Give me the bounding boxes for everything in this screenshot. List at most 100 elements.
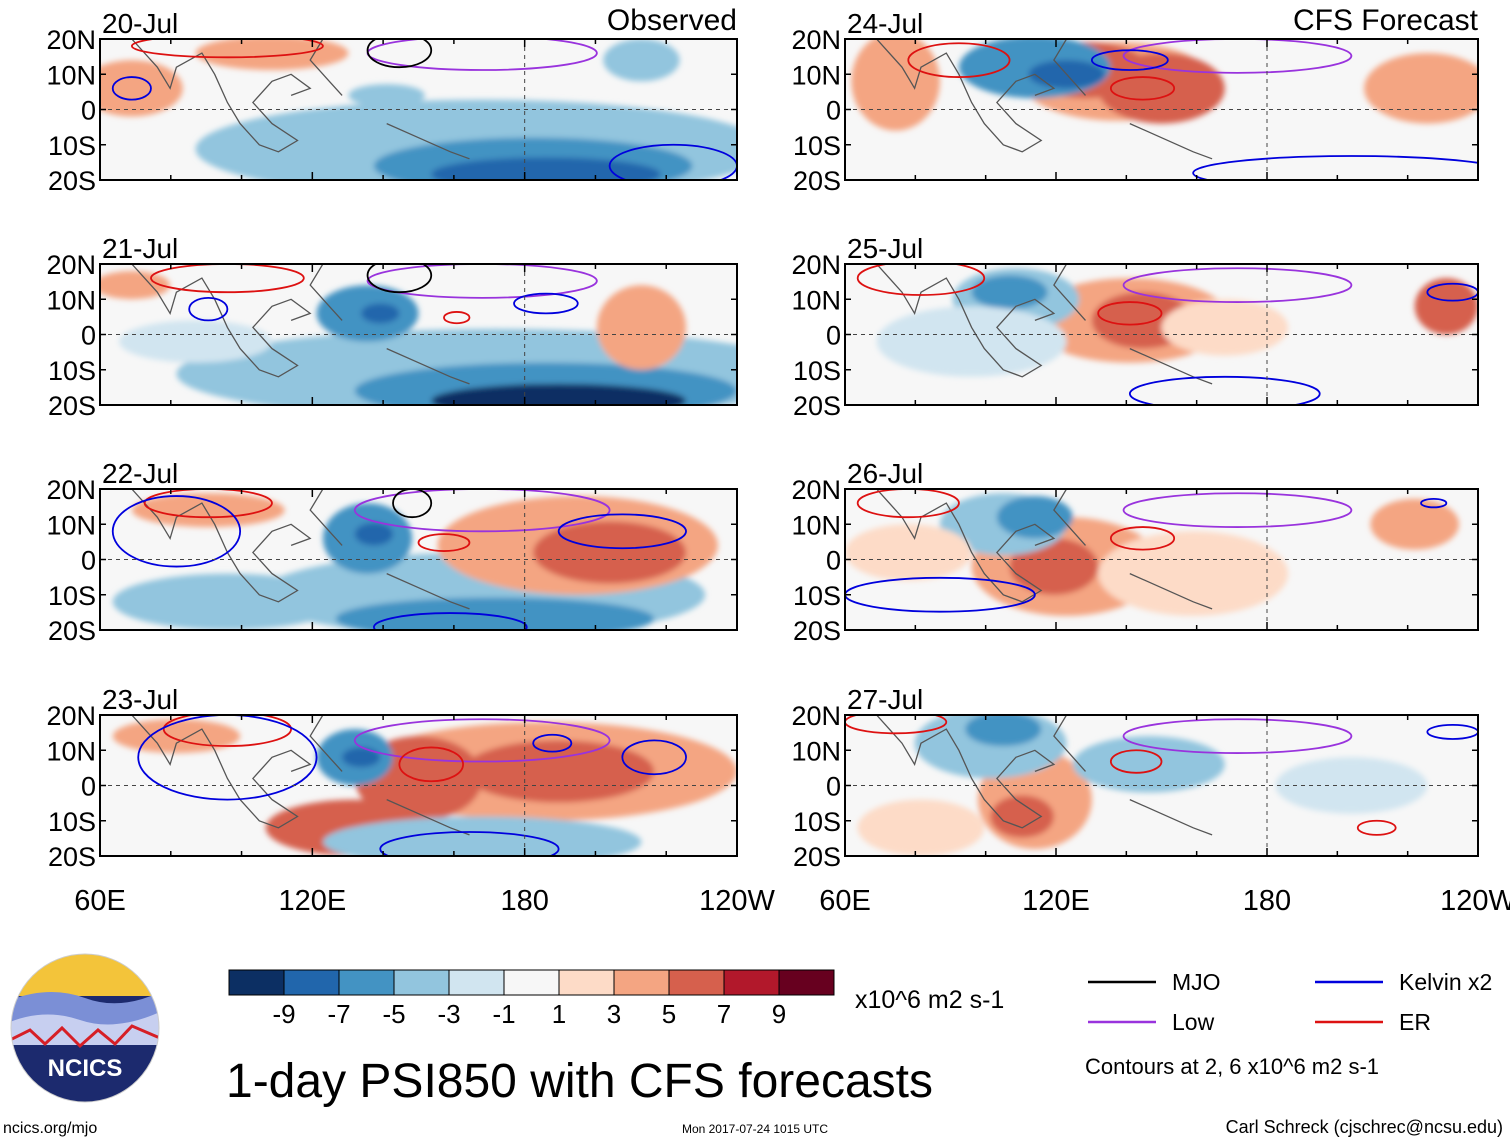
coastline: [131, 39, 312, 153]
lon-label: 120W: [1440, 885, 1510, 917]
colorbar-tick-label: -3: [437, 999, 460, 1029]
legend-label: MJO: [1172, 969, 1221, 995]
lon-label: 60E: [819, 885, 871, 917]
contour-mjo: [366, 39, 433, 69]
colorbar-tick-label: 3: [607, 999, 621, 1029]
anomaly-patch: [996, 496, 1073, 539]
lat-label: 10N: [791, 285, 841, 315]
colorbar-swatch: [448, 969, 505, 996]
lat-label: 10S: [48, 807, 96, 837]
lon-label: 120E: [1022, 885, 1090, 917]
anomaly-patch: [845, 524, 972, 581]
anomaly-patch: [1098, 531, 1289, 616]
coastline: [876, 489, 1056, 603]
contour-er: [1097, 301, 1163, 326]
contour-low: [353, 718, 611, 763]
panel-date: 21-Jul: [102, 233, 178, 264]
anomaly-patch: [361, 303, 400, 324]
coastline: [1053, 489, 1086, 546]
lat-label: 20S: [793, 842, 841, 872]
lat-label: 0: [826, 772, 841, 802]
anomaly-patch: [348, 84, 425, 107]
anomaly-patch: [112, 573, 343, 630]
contour-kelvin: [379, 831, 560, 856]
contour-low: [1122, 39, 1353, 74]
lon-label: 60E: [74, 885, 126, 917]
anomaly-patch: [1072, 736, 1225, 793]
colorbar-swatch: [778, 969, 835, 996]
lat-label: 10N: [46, 285, 96, 315]
lat-label: 10S: [48, 356, 96, 386]
coastline: [876, 39, 1056, 153]
anomaly-patch: [857, 799, 985, 856]
anomaly-patch: [876, 306, 1067, 377]
contour-er: [143, 489, 273, 519]
colorbar-tick-label: -7: [327, 999, 350, 1029]
lat-label: 20S: [793, 391, 841, 421]
coastline: [386, 348, 470, 385]
cfs-forecast-label: CFS Forecast: [1293, 4, 1479, 37]
anomaly-patch: [112, 719, 241, 754]
colorbar-tick-label: -9: [272, 999, 295, 1029]
contour-er: [845, 715, 948, 735]
panel-date: 26-Jul: [847, 458, 923, 489]
contour-kelvin: [1090, 49, 1169, 71]
lat-label: 0: [826, 546, 841, 576]
legend: MJO Kelvin x2 Low ER: [1088, 969, 1492, 1035]
lon-label: 180: [1243, 885, 1291, 917]
lat-label: 10S: [793, 807, 841, 837]
anomaly-patch: [100, 271, 171, 300]
lat-label: 0: [81, 546, 96, 576]
lat-label: 0: [81, 772, 96, 802]
anomaly-patch: [335, 597, 655, 630]
lat-label: 10N: [46, 736, 96, 766]
lat-label: 10N: [791, 60, 841, 90]
anomaly-patch: [463, 740, 655, 803]
coastline: [876, 264, 1056, 378]
contour-low: [1122, 492, 1353, 528]
lat-label: 20N: [46, 701, 96, 731]
contour-er: [1109, 76, 1176, 101]
lat-label: 10S: [48, 581, 96, 611]
coastline: [1129, 573, 1213, 610]
contour-er: [150, 264, 305, 294]
coastline: [1129, 348, 1213, 385]
anomaly-patch: [1364, 53, 1478, 124]
colorbar-tick-label: 7: [717, 999, 731, 1029]
coastline: [309, 264, 343, 321]
lat-label: 0: [81, 321, 96, 351]
coastline: [131, 264, 312, 378]
contour-kelvin: [137, 715, 318, 801]
figure-title: 1-day PSI850 with CFS forecasts: [226, 1055, 933, 1108]
coastline: [309, 489, 343, 546]
panel-date: 22-Jul: [102, 458, 178, 489]
colorbar-swatch: [228, 969, 285, 996]
colorbar-tick-label: 1: [552, 999, 566, 1029]
lat-label: 10S: [793, 581, 841, 611]
coastline: [131, 715, 312, 829]
colorbar-swatch: [558, 969, 615, 996]
contour-low: [1122, 718, 1353, 754]
panel-date: 25-Jul: [847, 233, 923, 264]
lat-label: 20N: [791, 25, 841, 55]
colorbar-swatch: [613, 969, 670, 996]
lat-label: 20N: [46, 475, 96, 505]
lat-label: 20S: [793, 616, 841, 646]
contour-kelvin: [557, 513, 687, 550]
contour-kelvin: [373, 612, 528, 630]
contour-er: [443, 311, 471, 325]
legend-label: Low: [1172, 1009, 1215, 1035]
lat-label: 20N: [791, 250, 841, 280]
colorbar-swatch: [338, 969, 395, 996]
lat-label: 20S: [48, 391, 96, 421]
contour-kelvin: [1426, 282, 1478, 302]
colorbar-swatch: [283, 969, 340, 996]
lat-label: 0: [826, 321, 841, 351]
lat-label: 20N: [791, 475, 841, 505]
lat-label: 10S: [793, 356, 841, 386]
lat-label: 20N: [46, 250, 96, 280]
anomaly-patch: [965, 715, 1042, 747]
